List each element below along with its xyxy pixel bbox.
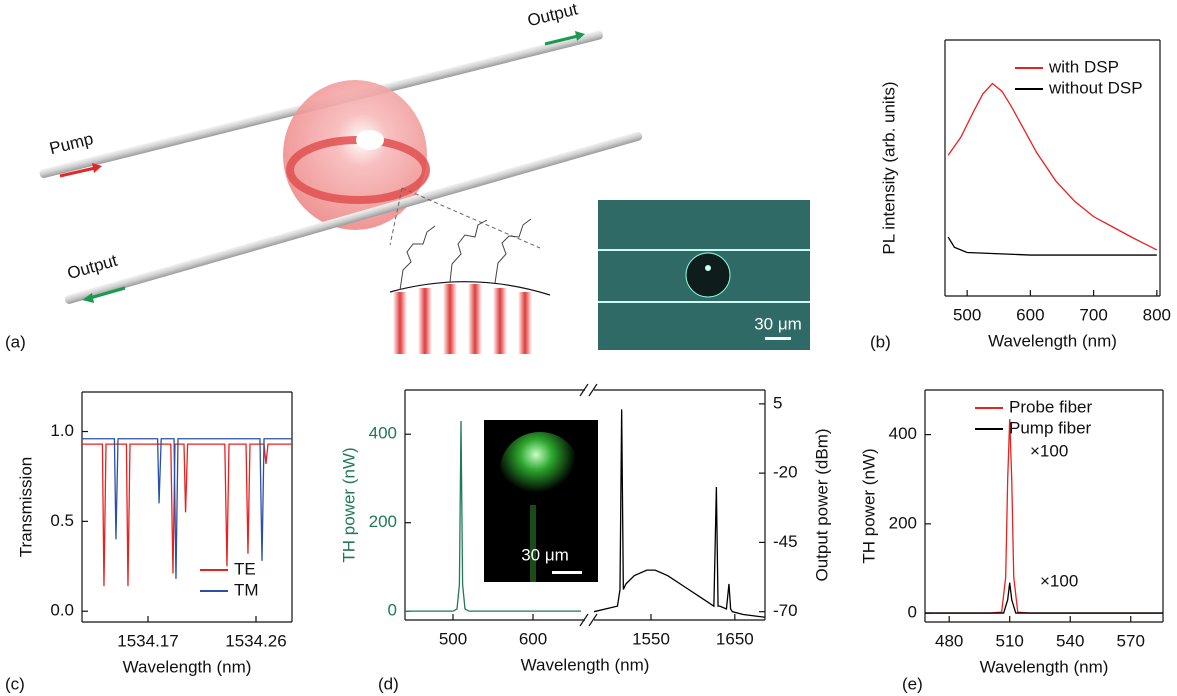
zoom-line [402,188,540,248]
y2-tick-label: -20 [773,463,798,482]
y-axis-label: PL intensity (arb. units) [879,81,898,254]
annotation: ×100 [1030,441,1068,460]
x-tick-label: 1650 [716,629,754,648]
y-tick-label: 1.0 [50,421,74,440]
figure: Pump Output Output 30 μm (a) 30 μm 50060… [0,0,1177,696]
legend-label: Pump fiber [1009,418,1092,437]
panel-label: (c) [5,674,25,693]
x-axis-label: Wavelength (nm) [988,331,1117,350]
label: Pump [47,129,95,158]
x-tick-label: 1534.17 [117,631,178,650]
series-line [948,237,1157,255]
scale-bar-label: 30 μm [754,314,802,333]
scale-bar [552,571,582,574]
x-axis-label: Wavelength (nm) [521,655,650,674]
panel-label: (a) [5,332,26,351]
y-tick-label: 200 [889,513,917,532]
y2-tick-label: -45 [773,532,798,551]
y-axis-label: TH power (nW) [339,447,358,562]
page: Pump Output Output 30 μm (a) 30 μm 50060… [0,0,1177,696]
x-axis-label: Wavelength (nm) [980,657,1109,676]
label: Output [525,0,579,30]
x-tick-label: 600 [1016,305,1044,324]
sphere-image [686,253,730,297]
scale-bar-label: 30 μm [521,545,569,564]
illustration: Pump Output Output 30 μm (a) [5,0,810,354]
scale-bar [765,337,791,340]
x-tick-label: 1534.26 [225,631,286,650]
legend-label: TM [234,580,259,599]
inset-glow [500,432,580,508]
legend-label: without DSP [1048,78,1143,97]
series-line [594,409,765,617]
y-axis-label: Transmission [16,457,35,557]
series-line [948,84,1157,250]
x-tick-label: 1550 [632,629,670,648]
arrow-head [92,163,102,173]
annotation: ×100 [1040,571,1078,590]
y-axis-label: TH power (nW) [859,448,878,563]
inset-fiber [530,505,536,582]
panel-label: (e) [902,674,923,693]
y2-axis-label: Output power (dBm) [812,428,831,581]
y-tick-label: 400 [369,424,397,443]
x-tick-label: 600 [519,629,547,648]
x-tick-label: 570 [1117,631,1145,650]
x-tick-label: 480 [935,631,963,650]
highlight [356,130,384,150]
y2-tick-label: -70 [773,601,798,620]
legend-label: with DSP [1048,57,1119,76]
x-tick-label: 510 [996,631,1024,650]
x-tick-label: 800 [1143,305,1171,324]
legend-label: TE [234,559,256,578]
y2-tick-label: 5 [773,393,782,412]
y-tick-label: 200 [369,512,397,531]
y-tick-label: 0.5 [50,511,74,530]
panel-label: (b) [870,332,891,351]
x-tick-label: 700 [1079,305,1107,324]
y-tick-label: 0 [388,601,397,620]
y-tick-label: 0 [908,603,917,622]
panel-label: (d) [378,674,399,693]
highlight [705,265,711,271]
y-tick-label: 0.0 [50,601,74,620]
molecules [400,219,531,290]
y-tick-label: 400 [889,424,917,443]
x-axis-label: Wavelength (nm) [123,657,252,676]
field-fringes [393,284,532,354]
x-tick-label: 500 [439,629,467,648]
label: Output [65,251,120,283]
x-tick-label: 500 [953,305,981,324]
x-tick-label: 540 [1056,631,1084,650]
legend-label: Probe fiber [1009,397,1092,416]
